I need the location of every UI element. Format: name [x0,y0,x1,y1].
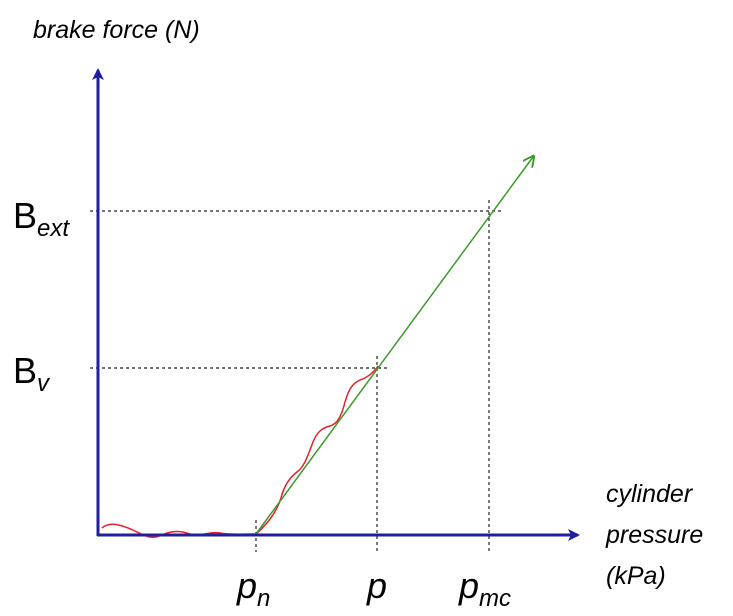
x-axis-title-line-2: pressure [605,521,703,549]
ideal-line [255,157,533,535]
guide-lines [90,200,502,552]
x-tick-p-n: pn [236,565,270,612]
axes [92,68,580,541]
measured-curve [101,365,379,538]
x-tick-p-mc: pmc [458,565,511,612]
x-axis-title-line-3: (kPa) [606,562,666,590]
x-tick-p: p [366,565,387,606]
y-tick-b-ext: Bext [13,195,70,242]
y-axis-title: brake force (N) [33,16,200,44]
x-axis-title-line-1: cylinder [606,480,694,508]
y-tick-b-v: Bv [13,350,51,397]
